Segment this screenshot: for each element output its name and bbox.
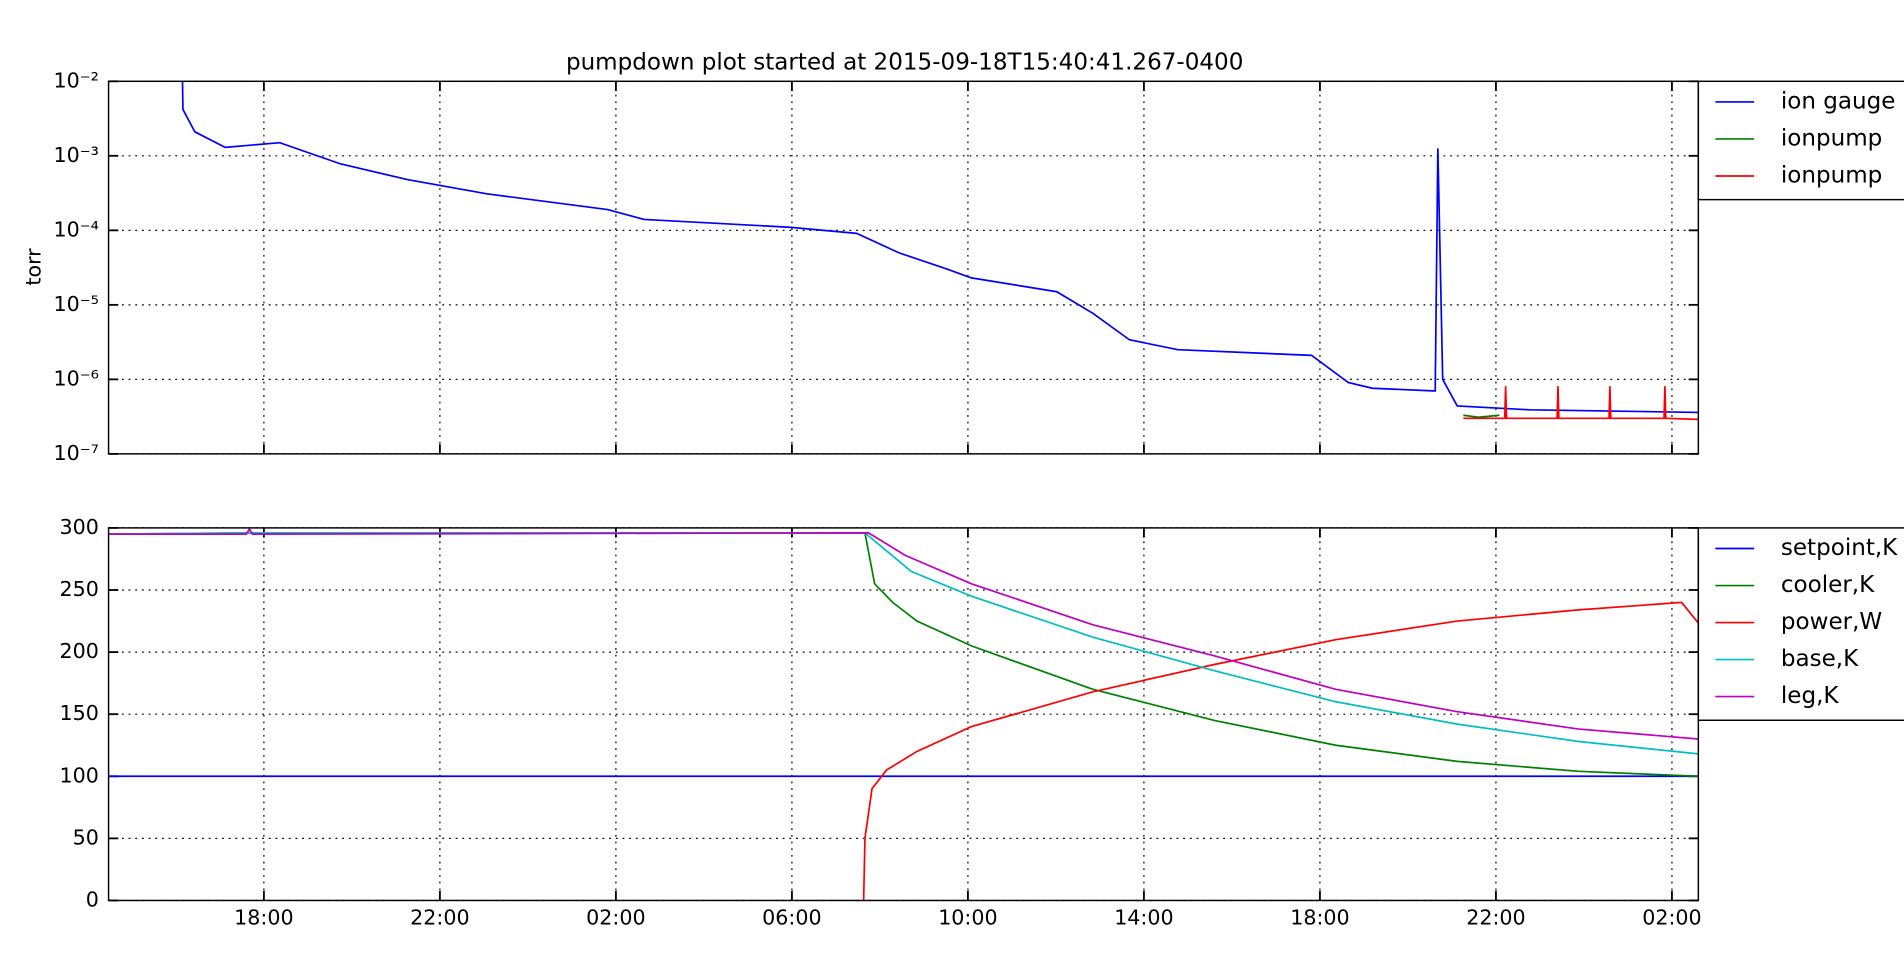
series-line: [862, 601, 1699, 901]
legend-label: leg,K: [1781, 683, 1840, 709]
legend-label: base,K: [1781, 646, 1859, 672]
x-tick-label: 22:00: [410, 906, 469, 930]
x-tick-label: 18:00: [1290, 906, 1349, 930]
x-tick-label: 22:00: [1466, 906, 1525, 930]
legend-box: [1697, 527, 1904, 721]
series-line: [1463, 386, 1699, 421]
x-tick-label: 02:00: [586, 906, 645, 930]
legend-label: ionpump: [1781, 125, 1882, 151]
x-tick-label: 18:00: [234, 906, 293, 930]
y-tick-label: 300: [59, 515, 98, 539]
x-tick-label: 06:00: [762, 906, 821, 930]
y-tick-label: 0: [86, 887, 99, 911]
y-tick-label: 100: [59, 763, 98, 787]
y-tick-label: 10⁻²: [53, 68, 98, 92]
y-tick-label: 150: [59, 701, 98, 725]
legend-label: power,W: [1781, 609, 1883, 635]
chart-title: pumpdown plot started at 2015-09-18T15:4…: [566, 50, 1243, 76]
series-line: [181, 81, 1699, 414]
series-line: [108, 527, 1699, 740]
y-tick-label: 250: [59, 577, 98, 601]
legend-label: cooler,K: [1781, 572, 1875, 598]
y-tick-label: 10⁻⁶: [53, 366, 98, 390]
y-tick-label: 50: [73, 825, 99, 849]
legend-label: ionpump: [1781, 162, 1882, 188]
y-axis-label: torr: [22, 248, 46, 286]
x-tick-label: 10:00: [938, 906, 997, 930]
x-tick-label: 14:00: [1114, 906, 1173, 930]
legend-label: setpoint,K: [1781, 535, 1898, 561]
y-tick-label: 10⁻⁵: [53, 292, 98, 316]
y-tick-label: 200: [59, 639, 98, 663]
legend-box: [1697, 80, 1904, 201]
series-line: [1463, 414, 1500, 419]
axes-frame: [107, 80, 1700, 455]
x-tick-label: 02:00: [1642, 906, 1701, 930]
y-tick-label: 10⁻⁷: [53, 441, 98, 465]
y-tick-label: 10⁻⁴: [53, 217, 98, 241]
legend-label: ion gauge: [1781, 88, 1896, 114]
y-tick-label: 10⁻³: [53, 143, 98, 167]
